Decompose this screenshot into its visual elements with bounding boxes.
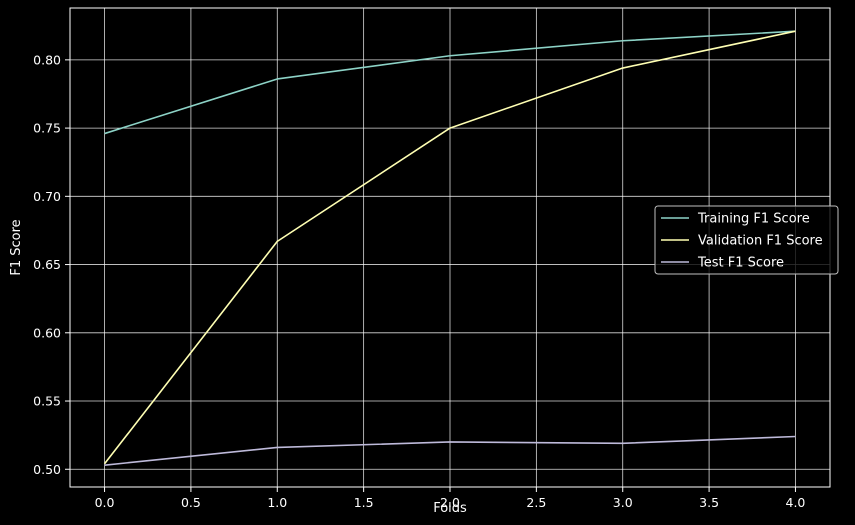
y-tick-label: 0.70 <box>33 189 61 204</box>
x-tick-label: 4.0 <box>786 495 806 510</box>
x-tick-label: 0.0 <box>95 495 115 510</box>
x-tick-label: 1.0 <box>267 495 287 510</box>
series-line-test-f1-score <box>104 435 796 466</box>
x-tick-label: 2.0 <box>440 495 460 510</box>
x-axis-label: Folds <box>433 501 467 516</box>
y-tick-label: 0.80 <box>33 52 61 67</box>
x-tick-label: 0.5 <box>181 495 201 510</box>
legend-label: Training F1 Score <box>697 212 810 227</box>
y-tick-label: 0.55 <box>33 394 61 409</box>
x-tick-label: 3.5 <box>699 495 719 510</box>
legend-box <box>654 205 839 275</box>
y-tick-label: 0.50 <box>33 462 61 477</box>
series-line-training-f1-score <box>104 30 796 135</box>
y-axis-label: F1 Score <box>9 219 24 275</box>
legend-label: Validation F1 Score <box>698 234 823 249</box>
x-tick-label: 3.0 <box>613 495 633 510</box>
x-tick-label: 1.5 <box>354 495 374 510</box>
y-tick-label: 0.75 <box>33 121 61 136</box>
legend: Training F1 Score Validation F1 Score Test… <box>654 205 839 275</box>
axis-ticks: 0.0 0.5 1.0 1.5 2.0 2.5 3.0 3.5 4.0 0.50 0.55 0.60 0… <box>33 52 805 510</box>
series-lines <box>103 30 796 466</box>
y-tick-label: 0.60 <box>33 325 61 340</box>
legend-label: Test F1 Score <box>697 256 784 271</box>
x-tick-label: 2.5 <box>526 495 546 510</box>
series-line-validation-f1-score <box>103 30 796 465</box>
y-tick-label: 0.65 <box>33 257 61 272</box>
